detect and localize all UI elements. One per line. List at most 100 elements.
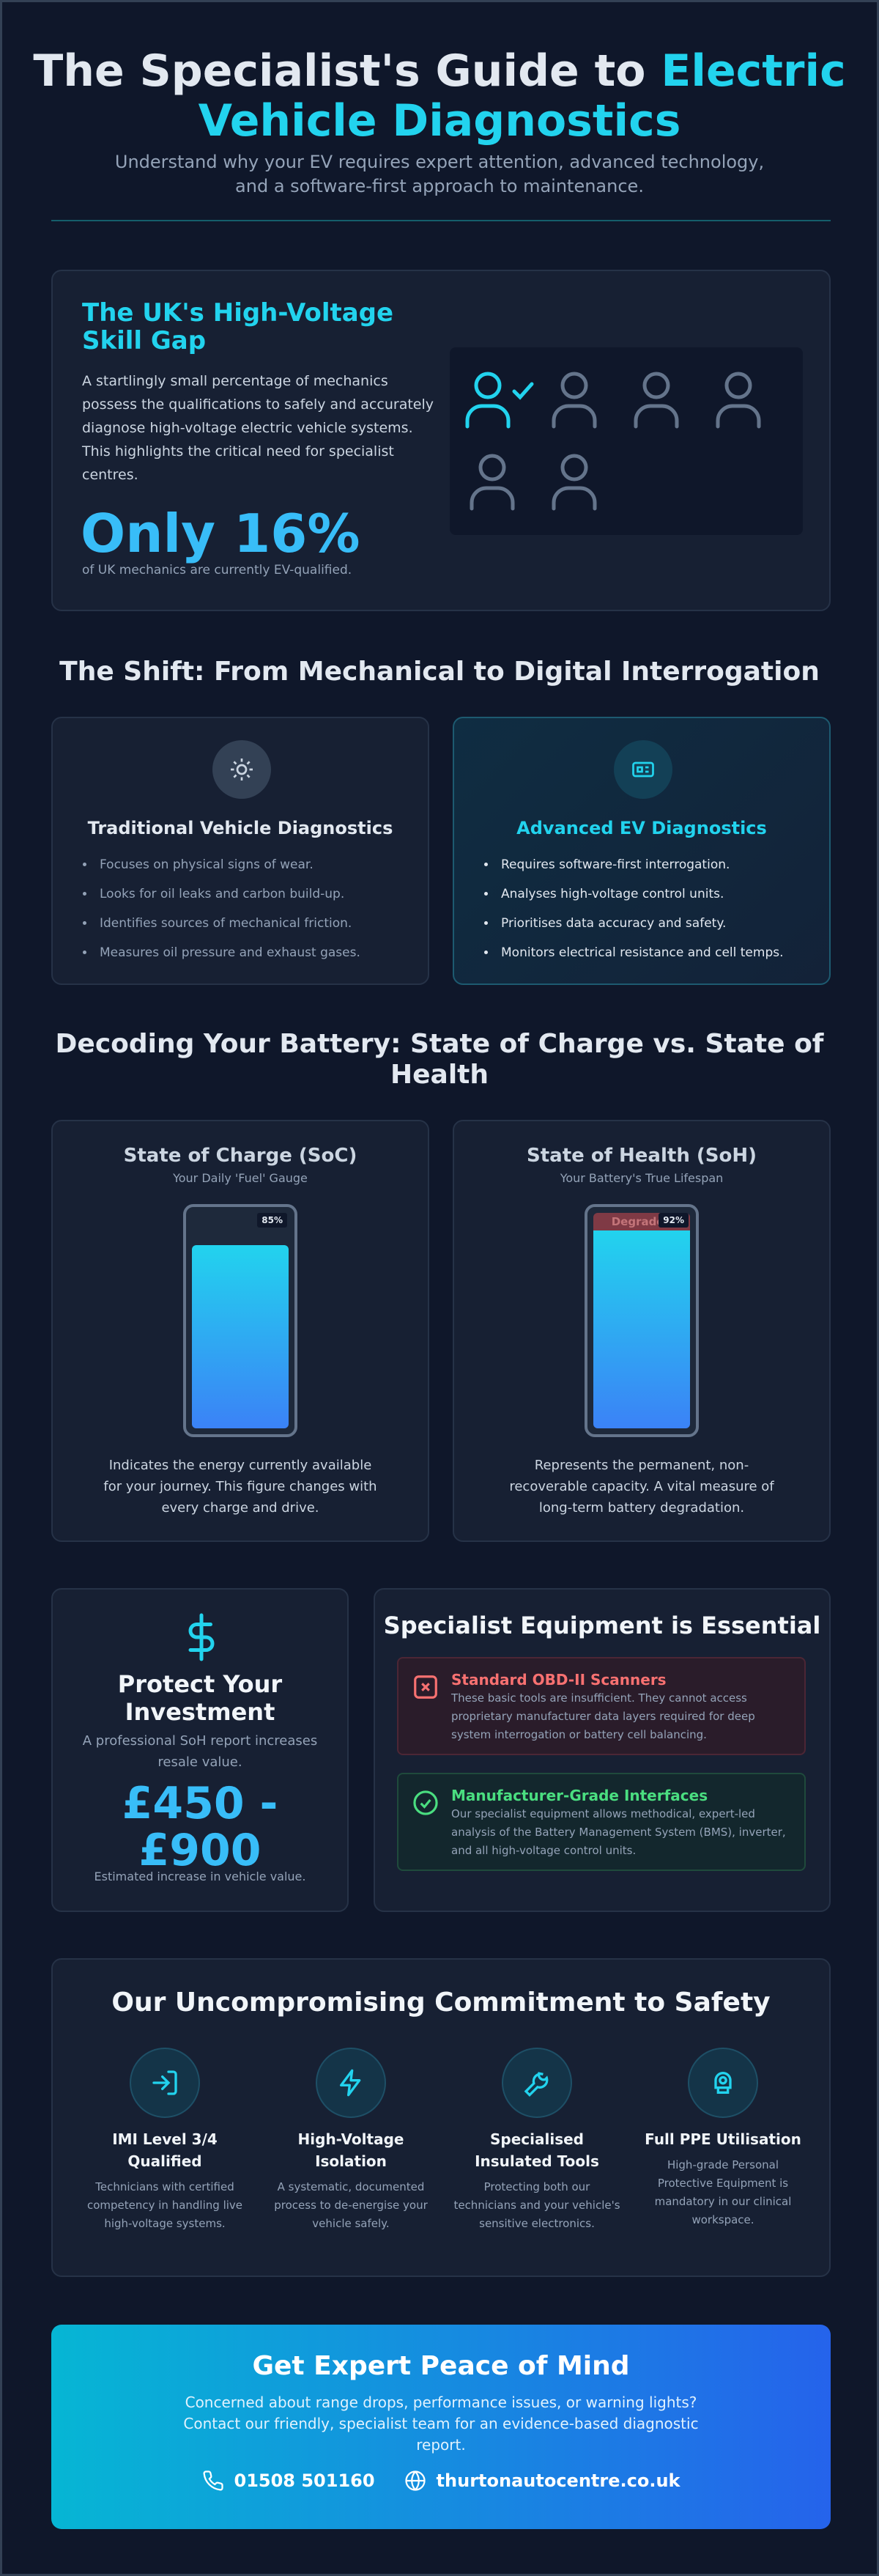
card-subtitle: Your Battery's True Lifespan [560, 1171, 724, 1185]
skill-gap-title: The UK's High-Voltage Skill Gap [82, 298, 394, 355]
person [552, 454, 597, 511]
gear-icon [212, 740, 271, 799]
icon [152, 2070, 177, 2095]
dollar-icon [188, 1613, 215, 1661]
investment-caption: Estimated increase in vehicle value. [94, 1870, 306, 1883]
battery-fill [192, 1245, 289, 1428]
level-label: 92% [659, 1213, 689, 1228]
person [634, 372, 679, 429]
icon [231, 759, 253, 780]
investment-body: A professional SoH report increases resa… [82, 1733, 318, 1770]
safety-icon [130, 2048, 200, 2118]
safety-item-body: Protecting both our technicians and your… [453, 2180, 620, 2230]
equipment-item-body: These basic tools are insufficient. They… [451, 1691, 755, 1741]
person-qualified [465, 372, 534, 429]
phone-link[interactable]: 01508 501160 [202, 2470, 375, 2492]
cta-contacts: 01508 501160 thurtonautocentre.co.uk [51, 2470, 831, 2492]
list-item: Monitors electrical resistance and cell … [497, 938, 819, 967]
card-title: State of Charge (SoC) [123, 1145, 357, 1167]
stat-caption: of UK mechanics are currently EV-qualifi… [82, 563, 352, 577]
advanced-card: Advanced EV Diagnostics Requires softwar… [453, 717, 831, 985]
safety-item-title: IMI Level 3/4 Qualified [112, 2130, 218, 2170]
title-highlight: Electric Vehicle Diagnostics [198, 45, 846, 147]
traditional-list: Focuses on physical signs of wear.Looks … [73, 850, 418, 967]
safety-title: Our Uncompromising Commitment to Safety [111, 1988, 771, 2018]
stat: Only 16% [81, 503, 360, 564]
phone-icon [203, 2470, 223, 2491]
battery-gauge: 85% [183, 1204, 297, 1437]
card-subtitle: Your Daily 'Fuel' Gauge [173, 1171, 308, 1185]
safety-item-title: Specialised Insulated Tools [475, 2130, 599, 2170]
shift-title: The Shift: From Mechanical to Digital In… [59, 657, 820, 687]
phone[interactable]: 01508 501160 [234, 2470, 375, 2491]
website-link[interactable]: thurtonautocentre.co.uk [404, 2470, 680, 2492]
equipment-title: Specialist Equipment is Essential [383, 1612, 821, 1639]
equipment-item-body: Our specialist equipment allows methodic… [451, 1807, 786, 1857]
icon [714, 2072, 732, 2094]
website[interactable]: thurtonautocentre.co.uk [436, 2470, 680, 2491]
person [716, 372, 761, 429]
cta-banner: Get Expert Peace of Mind Concerned about… [51, 2325, 831, 2529]
card-description: Represents the permanent, non-recoverabl… [509, 1458, 774, 1516]
equipment-item: Standard OBD-II Scanners These basic too… [397, 1657, 806, 1755]
safety-icon [316, 2048, 386, 2118]
safety-item-body: A systematic, documented process to de-e… [274, 2180, 428, 2230]
globe-icon [404, 2470, 426, 2491]
advanced-list: Requires software-first interrogation.An… [475, 850, 819, 967]
skill-gap-card: The UK's High-Voltage Skill Gap A startl… [51, 270, 831, 611]
safety-icon [502, 2048, 572, 2118]
safety-item: High-Voltage Isolation A systematic, docu… [267, 2048, 435, 2233]
investment-title: Protect Your Investment [117, 1670, 283, 1726]
safety-item: IMI Level 3/4 Qualified Technicians with … [81, 2048, 249, 2233]
traditional-card: Traditional Vehicle Diagnostics Focuses … [51, 717, 429, 985]
investment-amount: £450 - £900 [122, 1778, 278, 1876]
people-panel [450, 347, 803, 535]
safety-icon [688, 2048, 758, 2118]
cta-body: Concerned about range drops, performance… [183, 2394, 699, 2454]
list-item: Analyses high-voltage control units. [497, 879, 819, 909]
cta-title: Get Expert Peace of Mind [252, 2351, 630, 2381]
equipment-item-title: Manufacturer-Grade Interfaces [451, 1787, 708, 1804]
battery-gauge: Degraded 92% [585, 1204, 699, 1437]
card-title: Traditional Vehicle Diagnostics [87, 818, 393, 838]
divider [51, 220, 831, 221]
safety-card: Our Uncompromising Commitment to Safety … [51, 1958, 831, 2277]
soc-card: State of Charge (SoC) Your Daily 'Fuel' … [51, 1120, 429, 1542]
equipment-card: Specialist Equipment is Essential Standa… [374, 1588, 831, 1912]
skill-gap-body: A startlingly small percentage of mechan… [82, 373, 434, 483]
equipment-item-title: Standard OBD-II Scanners [451, 1671, 667, 1689]
safety-item: Full PPE Utilisation High-grade Personal … [639, 2048, 807, 2229]
safety-item-title: Full PPE Utilisation [645, 2130, 801, 2148]
person [552, 372, 597, 429]
card-description: Indicates the energy currently available… [103, 1458, 377, 1516]
safety-item-body: High-grade Personal Protective Equipment… [654, 2158, 792, 2226]
safety-item-body: Technicians with certified competency in… [86, 2180, 243, 2230]
main-title: The Specialist's Guide to Electric Vehic… [2, 46, 877, 146]
chip-icon [614, 740, 672, 799]
list-item: Requires software-first interrogation. [497, 850, 819, 879]
safety-item-title: High-Voltage Isolation [297, 2130, 404, 2170]
card-title: State of Health (SoH) [527, 1145, 757, 1167]
cross-icon [414, 1675, 437, 1699]
safety-item: Specialised Insulated Tools Protecting bo… [453, 2048, 621, 2233]
list-item: Measures oil pressure and exhaust gases. [95, 938, 418, 967]
list-item: Prioritises data accuracy and safety. [497, 909, 819, 938]
level-label: 85% [257, 1213, 287, 1228]
battery-fill [593, 1230, 690, 1428]
soh-card: State of Health (SoH) Your Battery's Tru… [453, 1120, 831, 1542]
investment-card: Protect Your Investment A professional S… [51, 1588, 349, 1912]
list-item: Looks for oil leaks and carbon build-up. [95, 879, 418, 909]
list-item: Identifies sources of mechanical frictio… [95, 909, 418, 938]
people-icons [465, 372, 761, 511]
equipment-item: Manufacturer-Grade Interfaces Our specia… [397, 1773, 806, 1871]
degraded-label: Degraded [611, 1214, 672, 1228]
person [470, 454, 515, 511]
check-icon [413, 1790, 438, 1815]
icon [632, 761, 654, 778]
battery-title: Decoding Your Battery: State of Charge v… [55, 1029, 824, 1090]
icon [340, 2069, 361, 2097]
icon [524, 2072, 549, 2097]
title-start: The Specialist's Guide to [33, 45, 661, 97]
